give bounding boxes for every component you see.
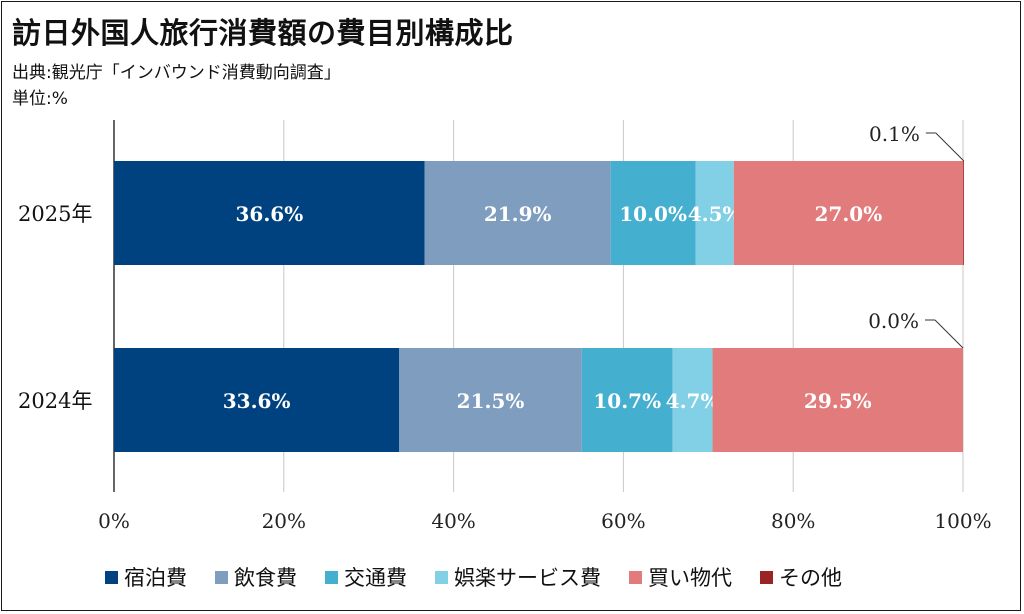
legend-swatch xyxy=(629,570,642,584)
legend-item-shopping: 買い物代 xyxy=(629,562,732,592)
data-label-transport: 10.7% xyxy=(593,389,661,413)
x-tick-label: 80% xyxy=(771,509,815,533)
x-tick-label: 40% xyxy=(431,509,475,533)
data-label-other: 0.1% xyxy=(869,122,920,146)
callout-leader xyxy=(934,319,964,349)
chart-title: 訪日外国人旅行消費額の費目別構成比 xyxy=(12,16,514,50)
category-label: 2025年 xyxy=(18,202,92,226)
legend-item-entertainment: 娯楽サービス費 xyxy=(435,562,601,592)
unit-note: 単位:% xyxy=(12,89,68,109)
source-note: 出典:観光庁「インバウンド消費動向調査」 xyxy=(12,63,341,83)
data-label-accommodation: 36.6% xyxy=(236,202,304,226)
x-tick-label: 100% xyxy=(934,509,991,533)
data-label-food: 21.9% xyxy=(484,202,552,226)
legend-swatch xyxy=(325,570,338,584)
legend-label: 交通費 xyxy=(344,566,407,590)
bar-segment-entertainment xyxy=(695,161,734,265)
legend-label: 娯楽サービス費 xyxy=(454,566,601,590)
legend-label: 宿泊費 xyxy=(124,566,187,590)
bar-segment-shopping xyxy=(712,348,963,452)
data-label-food: 21.5% xyxy=(457,389,525,413)
bar-segment-food xyxy=(424,161,611,265)
bar-segment-other xyxy=(963,161,964,265)
callout-leader xyxy=(935,132,965,162)
legend-label: その他 xyxy=(779,566,842,590)
bar-segment-entertainment xyxy=(672,348,713,452)
data-label-shopping: 29.5% xyxy=(804,389,872,413)
bar-segment-accommodation xyxy=(114,348,400,452)
legend-swatch xyxy=(435,570,448,584)
data-label-accommodation: 33.6% xyxy=(223,389,291,413)
bar-segment-food xyxy=(399,348,582,452)
legend-item-food: 飲食費 xyxy=(215,562,297,592)
x-tick-label: 60% xyxy=(601,509,645,533)
chart-legend: 宿泊費 飲食費 交通費 娯楽サービス費 買い物代 その他 xyxy=(105,562,842,592)
data-label-entertainment: 4.5% xyxy=(688,202,742,226)
data-label-shopping: 27.0% xyxy=(815,202,883,226)
legend-swatch xyxy=(105,570,118,584)
data-label-entertainment: 4.7% xyxy=(666,389,720,413)
bar-segment-accommodation xyxy=(114,161,425,265)
bar-segment-shopping xyxy=(733,161,963,265)
legend-label: 買い物代 xyxy=(648,566,732,590)
legend-item-accommodation: 宿泊費 xyxy=(105,562,187,592)
data-label-other: 0.0% xyxy=(868,309,919,333)
legend-swatch xyxy=(215,570,228,584)
category-label: 2024年 xyxy=(18,389,92,413)
data-label-transport: 10.0% xyxy=(619,202,687,226)
x-tick-label: 20% xyxy=(262,509,306,533)
x-tick-label: 0% xyxy=(98,509,130,533)
bar-segment-transport xyxy=(610,161,696,265)
legend-item-transport: 交通費 xyxy=(325,562,407,592)
bar-segment-transport xyxy=(581,348,673,452)
legend-label: 飲食費 xyxy=(234,566,297,590)
legend-item-other: その他 xyxy=(760,562,842,592)
legend-swatch xyxy=(760,570,773,584)
